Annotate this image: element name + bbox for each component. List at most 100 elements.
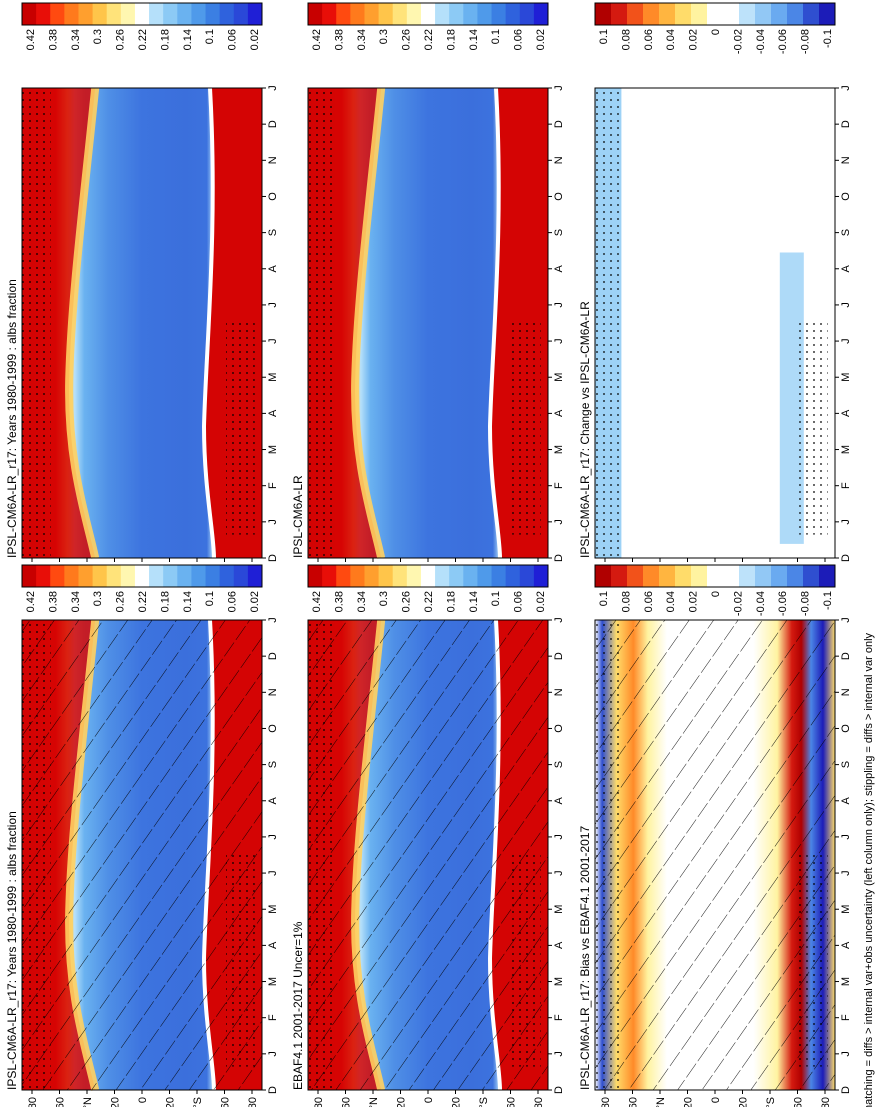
hatching-overlay	[22, 620, 262, 1090]
colorbar-swatch	[643, 565, 660, 587]
month-tick-label: D	[840, 652, 852, 660]
lat-tick-label: 80	[533, 1097, 545, 1107]
colorbar-swatch	[378, 3, 394, 25]
plot-area-middle-right	[307, 87, 549, 559]
colorbar-tick-label: 0.26	[115, 591, 127, 612]
lat-tick-label: 60	[220, 1097, 232, 1107]
colorbar-swatch	[505, 565, 521, 587]
month-tick-label: O	[840, 724, 852, 733]
stippling-overlay	[22, 620, 51, 1090]
field-antarctic-edge	[487, 87, 502, 559]
panel-title: IPSL-CM6A-LR	[291, 475, 305, 558]
month-tick-label: A	[267, 264, 279, 272]
colorbar-tick-label: 0.02	[535, 591, 547, 612]
lat-tick-label: 80	[600, 1097, 612, 1107]
colorbar-swatch	[675, 565, 692, 587]
month-tick-label: D	[840, 554, 852, 562]
month-tick-label: J	[840, 519, 852, 525]
month-tick-label: A	[553, 409, 565, 417]
colorbar-swatch	[22, 565, 37, 587]
field-arctic-edge	[351, 87, 386, 559]
stippling-overlay	[512, 855, 541, 1067]
colorbar-tick-label: 0.1	[598, 591, 610, 606]
colorbar-swatch	[420, 565, 436, 587]
colorbar-swatch	[463, 565, 478, 587]
month-tick-label: A	[553, 941, 565, 949]
colorbar-swatch	[533, 3, 549, 25]
month-tick-label: N	[840, 688, 852, 696]
month-tick-label: S	[267, 229, 279, 236]
colorbar-swatch	[787, 565, 804, 587]
lat-tick-label: 20	[165, 1097, 177, 1107]
panel-title: EBAF4.1 2001-2017 Uncer=1%	[291, 921, 305, 1090]
month-tick-label: O	[267, 192, 279, 201]
lat-tick-label: °S	[192, 1097, 204, 1107]
month-tick-label: J	[553, 302, 565, 308]
colorbar-bottom-left: 0.1 0.08 0.06 0.04 0.02 0 -0.02 -0.04 -0.06 -0.08…	[594, 564, 836, 616]
colorbar-tick-label: 0.26	[115, 29, 127, 50]
month-tick-label: J	[553, 85, 565, 91]
colorbar-swatch	[163, 565, 178, 587]
colorbar-swatch	[675, 3, 692, 25]
colorbar-swatch	[707, 565, 724, 587]
month-tick-label: F	[840, 1014, 852, 1021]
colorbar-top-left: 0.42 0.38 0.34 0.3 0.26 0.22 0.18 0.14 0.1 0.06 0.…	[21, 564, 263, 612]
colorbar-tick-label: 0.06	[227, 591, 239, 612]
lat-tick-label: °S	[765, 1097, 777, 1107]
colorbar-tick-label: 0.02	[249, 591, 261, 612]
colorbar-swatch	[803, 565, 820, 587]
panel-middle-right: 0.42 0.38 0.34 0.3 0.26 0.22 0.18 0.14 0.1 0.06 0.…	[291, 2, 565, 577]
colorbar-swatch	[120, 3, 136, 25]
lat-tick-label: 20	[110, 1097, 122, 1107]
colorbar-swatch	[787, 3, 804, 25]
month-tick-label: M	[553, 977, 565, 986]
month-tick-label: J	[267, 870, 279, 876]
month-tick-label: J	[267, 302, 279, 308]
colorbar-swatch	[233, 565, 249, 587]
month-tick-label: J	[267, 834, 279, 840]
colorbar-tick-label: -0.02	[732, 29, 744, 54]
colorbar-swatch	[392, 565, 408, 587]
month-tick-label: J	[840, 85, 852, 91]
plot-area-top-left	[21, 619, 263, 1091]
colorbar-tick-label: 0.26	[401, 29, 413, 50]
month-tick-label: M	[840, 977, 852, 986]
lat-tick-label: 80	[247, 1097, 259, 1107]
month-tick-label: J	[267, 338, 279, 344]
lat-tick-label: °N	[368, 1097, 380, 1107]
colorbar-swatch	[406, 3, 422, 25]
colorbar-middle-right: 0.42 0.38 0.34 0.3 0.26 0.22 0.18 0.14 0.1 0.06 0.…	[307, 2, 549, 50]
month-tick-label: A	[840, 941, 852, 949]
colorbar-swatch	[723, 565, 740, 587]
month-tick-label: D	[267, 1086, 279, 1094]
colorbar-swatch	[691, 3, 708, 25]
colorbar-tick-label: 0.08	[620, 29, 632, 50]
month-tick-label: D	[840, 1086, 852, 1094]
month-tick-label: F	[553, 1014, 565, 1021]
colorbar-swatch	[627, 3, 644, 25]
colorbar-swatch	[435, 565, 450, 587]
colorbar-frame	[307, 564, 549, 588]
colorbar-swatch	[177, 565, 192, 587]
colorbar-swatch	[477, 565, 493, 587]
colorbar-tick-label: 0	[710, 29, 722, 35]
colorbar-swatch	[22, 3, 37, 25]
colorbar-swatch	[771, 565, 788, 587]
month-tick-label: D	[840, 120, 852, 128]
colorbar-swatch	[420, 3, 436, 25]
panel-top-left: 0.42 0.38 0.34 0.3 0.26 0.22 0.18 0.14 0.1 0.06 0.…	[5, 564, 279, 1107]
colorbar-tick-label: 0.14	[182, 29, 194, 50]
month-tick-label: A	[267, 941, 279, 949]
month-tick-label: A	[840, 796, 852, 804]
month-tick-label: D	[267, 652, 279, 660]
colorbar-tick-label: 0.14	[468, 591, 480, 612]
month-tick-label: A	[267, 796, 279, 804]
colorbar-tick-label: 0.14	[468, 29, 480, 50]
month-tick-label: J	[840, 338, 852, 344]
colorbar-tick-label: 0.06	[227, 29, 239, 50]
colorbar-tick-label: 0.02	[535, 29, 547, 50]
colorbar-swatch	[177, 3, 192, 25]
month-tick-label: M	[840, 905, 852, 914]
colorbar-tick-label: 0.04	[665, 591, 677, 612]
